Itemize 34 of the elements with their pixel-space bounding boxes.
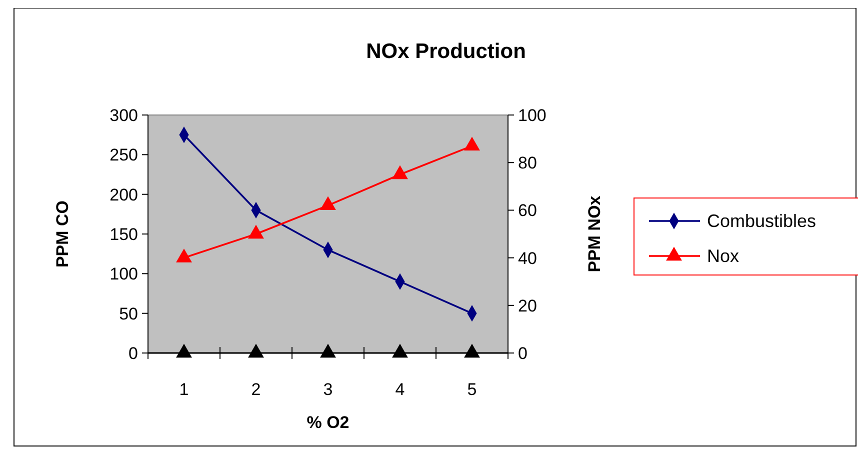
- y-tick-label: 300: [110, 106, 138, 125]
- point: [176, 248, 192, 262]
- x-tick-label: 2: [251, 380, 261, 399]
- y2-tick-label: 0: [518, 344, 528, 363]
- y2-tick-label: 80: [518, 154, 537, 173]
- y-tick-label: 250: [110, 146, 138, 165]
- legend-label: Nox: [707, 246, 740, 266]
- x-tick-label: 5: [467, 380, 477, 399]
- y-tick-label: 200: [110, 185, 138, 204]
- chart-title: NOx Production: [366, 40, 526, 63]
- y2-tick-label: 100: [518, 106, 546, 125]
- y-tick-label: 100: [110, 264, 138, 284]
- y2-tick-label: 20: [518, 296, 537, 316]
- y-axis-title: PPM CO: [53, 200, 72, 268]
- legend-label: Combustibles: [707, 211, 816, 231]
- y2-tick-label: 60: [518, 201, 537, 220]
- y-tick-label: 150: [110, 225, 138, 244]
- point: [320, 344, 336, 358]
- point: [464, 344, 480, 358]
- point: [464, 136, 480, 151]
- y2-tick-label: 40: [518, 248, 537, 268]
- point: [176, 344, 192, 358]
- y-tick-label: 0: [128, 344, 138, 363]
- x-tick-label: 4: [395, 380, 405, 399]
- x-axis-title: % O2: [306, 413, 350, 432]
- x-tick-label: 3: [323, 380, 333, 399]
- point: [248, 224, 264, 239]
- y-tick-label: 50: [119, 304, 138, 324]
- point: [248, 344, 264, 358]
- y2-axis-title: PPM NOx: [585, 195, 604, 272]
- x-tick-label: 1: [179, 380, 189, 399]
- point: [392, 165, 408, 180]
- point: [320, 196, 336, 210]
- point: [392, 344, 408, 358]
